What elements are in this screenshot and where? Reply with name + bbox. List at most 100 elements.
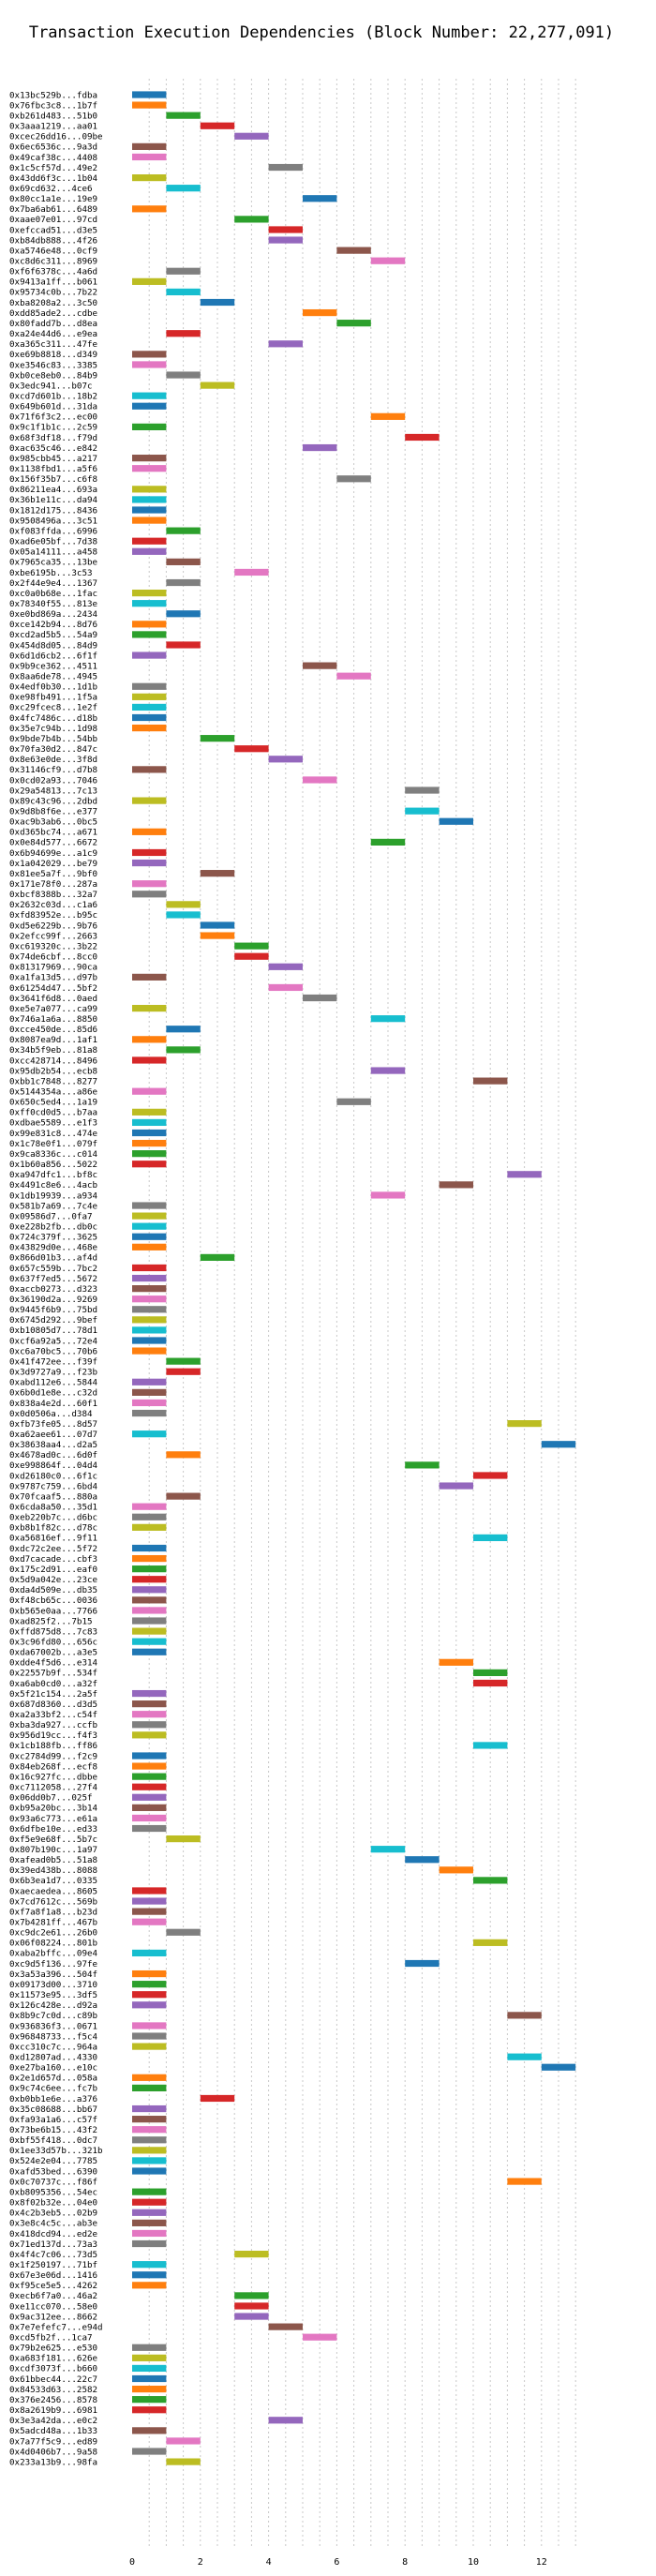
tx-hash-label: 0x126c428e...d92a bbox=[9, 2000, 97, 2011]
execution-bar bbox=[268, 963, 303, 970]
tx-hash-label: 0x3aaa1219...aa01 bbox=[9, 122, 97, 132]
execution-bar bbox=[132, 828, 167, 835]
chart-title: Transaction Execution Dependencies (Bloc… bbox=[29, 23, 614, 42]
execution-bar bbox=[200, 382, 235, 389]
execution-bar bbox=[132, 2001, 167, 2009]
execution-bar bbox=[200, 1253, 235, 1261]
tx-hash-label: 0x7b4281ff...467b bbox=[9, 1918, 97, 1928]
tx-hash-label: 0xb0ce8eb0...84b9 bbox=[9, 370, 97, 381]
execution-bar bbox=[370, 1191, 406, 1199]
execution-bar bbox=[132, 2364, 167, 2373]
execution-bar bbox=[132, 724, 167, 732]
tx-hash-label: 0xac635c46...e842 bbox=[9, 443, 97, 454]
tx-hash-label: 0x4c2b3eb5...02b9 bbox=[9, 2209, 97, 2219]
execution-bar bbox=[132, 1586, 167, 1594]
tx-hash-label: 0x724c379f...3625 bbox=[9, 1233, 97, 1243]
execution-bar bbox=[132, 1430, 167, 1438]
tx-hash-label: 0xc9d5f136...97fe bbox=[9, 1959, 97, 1969]
execution-bar bbox=[132, 2396, 167, 2404]
tx-hash-label: 0x156f35b7...c6f8 bbox=[9, 474, 97, 485]
execution-bar bbox=[405, 807, 440, 815]
tx-hash-label: 0x9d8b8f6e...e377 bbox=[9, 806, 97, 816]
tx-hash-label: 0x96848733...f5c4 bbox=[9, 2031, 98, 2042]
tx-hash-label: 0x524e2e04...7785 bbox=[9, 2156, 97, 2166]
execution-bar bbox=[132, 1388, 167, 1396]
tx-hash-label: 0xa365c311...47fe bbox=[9, 339, 97, 350]
execution-bar bbox=[132, 1897, 167, 1905]
tx-hash-label: 0xcd7d601b...18b2 bbox=[9, 391, 97, 401]
execution-bar bbox=[234, 2313, 269, 2320]
tx-hash-label: 0x76fbc3c8...1b7f bbox=[9, 100, 97, 111]
execution-bar bbox=[132, 1129, 167, 1137]
execution-bar bbox=[473, 1077, 508, 1085]
execution-bar bbox=[268, 2323, 303, 2330]
tx-hash-label: 0x9bde7b4b...54bb bbox=[9, 734, 97, 744]
tx-hash-label: 0x1ee33d57b...321b bbox=[9, 2146, 103, 2156]
execution-bar bbox=[303, 2333, 337, 2341]
execution-bar bbox=[166, 1368, 201, 1375]
execution-bar bbox=[132, 1617, 167, 1625]
execution-bar bbox=[303, 308, 337, 317]
tx-hash-label: 0xe5e7a077...ca99 bbox=[9, 1004, 97, 1014]
execution-bar bbox=[132, 1326, 167, 1334]
execution-bar bbox=[166, 911, 201, 919]
tx-hash-label: 0xa2a33bf2...c54f bbox=[9, 1710, 97, 1720]
tx-hash-label: 0x3e3a42da...e0c2 bbox=[9, 2416, 97, 2426]
bars bbox=[132, 91, 576, 2465]
tx-hash-label: 0x807b190c...1a97 bbox=[9, 1845, 97, 1855]
x-tick-label: 2 bbox=[198, 2557, 203, 2568]
tx-hash-label: 0x5d9a042e...23ce bbox=[9, 1575, 97, 1585]
execution-bar bbox=[166, 1451, 201, 1459]
execution-bar bbox=[132, 631, 167, 638]
tx-hash-label: 0xffd875d8...7c83 bbox=[9, 1626, 97, 1637]
execution-bar bbox=[132, 1202, 167, 1209]
tx-hash-label: 0x657c559b...7bc2 bbox=[9, 1264, 97, 1274]
execution-bar bbox=[132, 1056, 167, 1064]
tx-hash-label: 0x09173d00...3710 bbox=[9, 1980, 97, 1990]
tx-hash-label: 0x1c78e0f1...079f bbox=[9, 1139, 97, 1149]
execution-bar bbox=[132, 1337, 167, 1344]
execution-bar bbox=[132, 2198, 167, 2206]
tx-hash-label: 0x0c70737c...f86f bbox=[9, 2177, 97, 2187]
execution-bar bbox=[132, 766, 167, 773]
tx-hash-label: 0x89c43c96...2dbd bbox=[9, 796, 97, 806]
execution-bar bbox=[303, 662, 337, 669]
tx-hash-label: 0x0e84d577...6672 bbox=[9, 838, 97, 848]
execution-bar bbox=[200, 870, 235, 877]
execution-bar bbox=[132, 713, 167, 722]
execution-bar bbox=[200, 932, 235, 939]
tx-hash-label: 0x637f7ed5...5672 bbox=[9, 1274, 97, 1284]
execution-bar bbox=[132, 1793, 167, 1801]
tx-hash-label: 0x2632c03d...c1a6 bbox=[9, 900, 97, 910]
tx-hash-label: 0xd26180c0...6f1c bbox=[9, 1471, 97, 1481]
execution-bar bbox=[132, 1347, 167, 1355]
execution-bar bbox=[132, 2147, 167, 2154]
tx-hash-label: 0x61254d47...5bf2 bbox=[9, 983, 97, 994]
tx-hash-label: 0xc7112058...27f4 bbox=[9, 1783, 98, 1793]
execution-bar bbox=[132, 848, 167, 857]
tx-hash-label: 0x233a13b9...98fa bbox=[9, 2457, 97, 2467]
execution-bar bbox=[234, 942, 269, 950]
execution-bar bbox=[132, 2385, 167, 2393]
tx-hash-label: 0x9c1f1b1c...2c59 bbox=[9, 423, 97, 433]
tx-hash-label: 0x4678ad0c...6d0f bbox=[9, 1450, 97, 1460]
tx-hash-label: 0x7965ca35...13be bbox=[9, 558, 97, 568]
execution-bar bbox=[405, 433, 440, 442]
tx-hash-label: 0x78340f55...813e bbox=[9, 599, 97, 609]
execution-bar bbox=[268, 226, 303, 233]
execution-bar bbox=[336, 247, 371, 254]
execution-bar bbox=[132, 1264, 167, 1272]
tx-hash-label: 0xa683f181...626e bbox=[9, 2354, 97, 2364]
tx-hash-label: 0xdde4f5d6...e314 bbox=[9, 1658, 98, 1669]
tx-hash-label: 0x956d19cc...f4f3 bbox=[9, 1730, 97, 1741]
x-tick-label: 10 bbox=[468, 2557, 479, 2568]
execution-bar bbox=[132, 1721, 167, 1729]
tx-hash-label: 0x4fc7486c...d18b bbox=[9, 713, 97, 724]
tx-hash-label: 0x1c5cf57d...49e2 bbox=[9, 163, 97, 173]
execution-bar bbox=[268, 2417, 303, 2424]
execution-bar bbox=[132, 91, 167, 98]
tx-hash-label: 0x4d0406b7...9a58 bbox=[9, 2447, 97, 2457]
x-tick-label: 8 bbox=[402, 2557, 408, 2568]
execution-bar bbox=[303, 994, 337, 1002]
tx-hash-label: 0xa62aee61...07d7 bbox=[9, 1430, 97, 1440]
